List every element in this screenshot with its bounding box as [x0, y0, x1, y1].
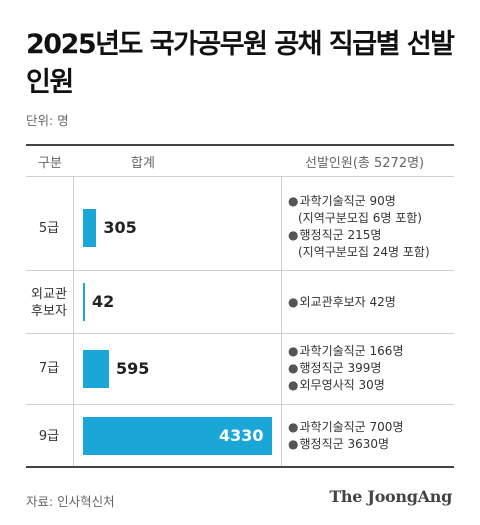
- value-label-9: 4330: [219, 426, 264, 445]
- value-label-7: 595: [115, 359, 150, 378]
- bar-7: [83, 350, 109, 388]
- value-label-diplomat: 42: [92, 292, 115, 311]
- header-divider: [26, 176, 454, 177]
- row-label-5: 5급: [38, 221, 60, 236]
- chart-title: 2025년도 국가공무원 공채 직급별 선발인원: [26, 29, 455, 98]
- row-label-line: 외교관: [31, 287, 67, 302]
- unit-label: 단위: 명: [26, 113, 69, 128]
- notes-5: ●과학기술직군 90명 (지역구분모집 6명 포함) ●행정직군 215명 (지…: [288, 193, 430, 261]
- bullet-icon: ●: [288, 194, 299, 208]
- publisher-logo: The JoongAng: [329, 487, 452, 506]
- note-line: ●과학기술직군 700명: [288, 419, 403, 436]
- note-text: 행정직군 215명: [299, 228, 382, 242]
- header-category: 구분: [38, 156, 62, 171]
- note-line: (지역구분모집 24명 포함): [288, 244, 430, 261]
- column-divider-left: [73, 176, 74, 466]
- note-text: 과학기술직군 700명: [299, 420, 404, 434]
- row-divider: [26, 404, 454, 405]
- column-divider-right: [281, 176, 282, 466]
- header-total: 합계: [131, 156, 155, 171]
- bar-5: [83, 209, 97, 247]
- note-line: ●과학기술직군 166명: [288, 343, 403, 360]
- note-text: (지역구분모집 24명 포함): [298, 245, 430, 259]
- header-breakdown: 선발인원(총 5272명): [305, 156, 425, 171]
- bar-diplomat: [83, 283, 85, 321]
- note-line: ●과학기술직군 90명: [288, 193, 430, 210]
- value-label-5: 305: [103, 218, 137, 237]
- note-text: 외교관후보자 42명: [299, 295, 396, 309]
- note-line: ●외무영사직 30명: [288, 377, 403, 394]
- note-text: 과학기술직군 166명: [299, 344, 404, 358]
- note-text: (지역구분모집 6명 포함): [298, 211, 422, 225]
- table-bottom-rule: [26, 466, 454, 468]
- notes-diplomat: ●외교관후보자 42명: [288, 294, 396, 311]
- table-top-rule: [26, 144, 454, 146]
- row-label-diplomat: 외교관 후보자: [26, 286, 72, 320]
- row-divider: [26, 270, 454, 271]
- row-divider: [26, 333, 454, 334]
- notes-9: ●과학기술직군 700명 ●행정직군 3630명: [288, 419, 403, 453]
- source-label: 자료: 인사혁신처: [26, 494, 115, 509]
- notes-7: ●과학기술직군 166명 ●행정직군 399명 ●외무영사직 30명: [288, 343, 403, 394]
- note-text: 행정직군 399명: [299, 361, 382, 375]
- row-label-7: 7급: [38, 361, 60, 376]
- note-line: ●행정직군 215명: [288, 227, 430, 244]
- bullet-icon: ●: [288, 344, 299, 358]
- bar-9: [83, 417, 272, 455]
- note-text: 행정직군 3630명: [299, 437, 390, 451]
- note-line: ●행정직군 399명: [288, 360, 403, 377]
- bullet-icon: ●: [288, 295, 299, 309]
- note-line: ●행정직군 3630명: [288, 436, 403, 453]
- bullet-icon: ●: [288, 361, 299, 375]
- bullet-icon: ●: [288, 437, 299, 451]
- bullet-icon: ●: [288, 378, 299, 392]
- note-line: ●외교관후보자 42명: [288, 294, 396, 311]
- row-label-9: 9급: [38, 429, 60, 444]
- bullet-icon: ●: [288, 228, 299, 242]
- bullet-icon: ●: [288, 420, 299, 434]
- note-text: 외무영사직 30명: [299, 378, 385, 392]
- note-line: (지역구분모집 6명 포함): [288, 210, 430, 227]
- note-text: 과학기술직군 90명: [299, 194, 396, 208]
- row-label-line: 후보자: [31, 304, 67, 319]
